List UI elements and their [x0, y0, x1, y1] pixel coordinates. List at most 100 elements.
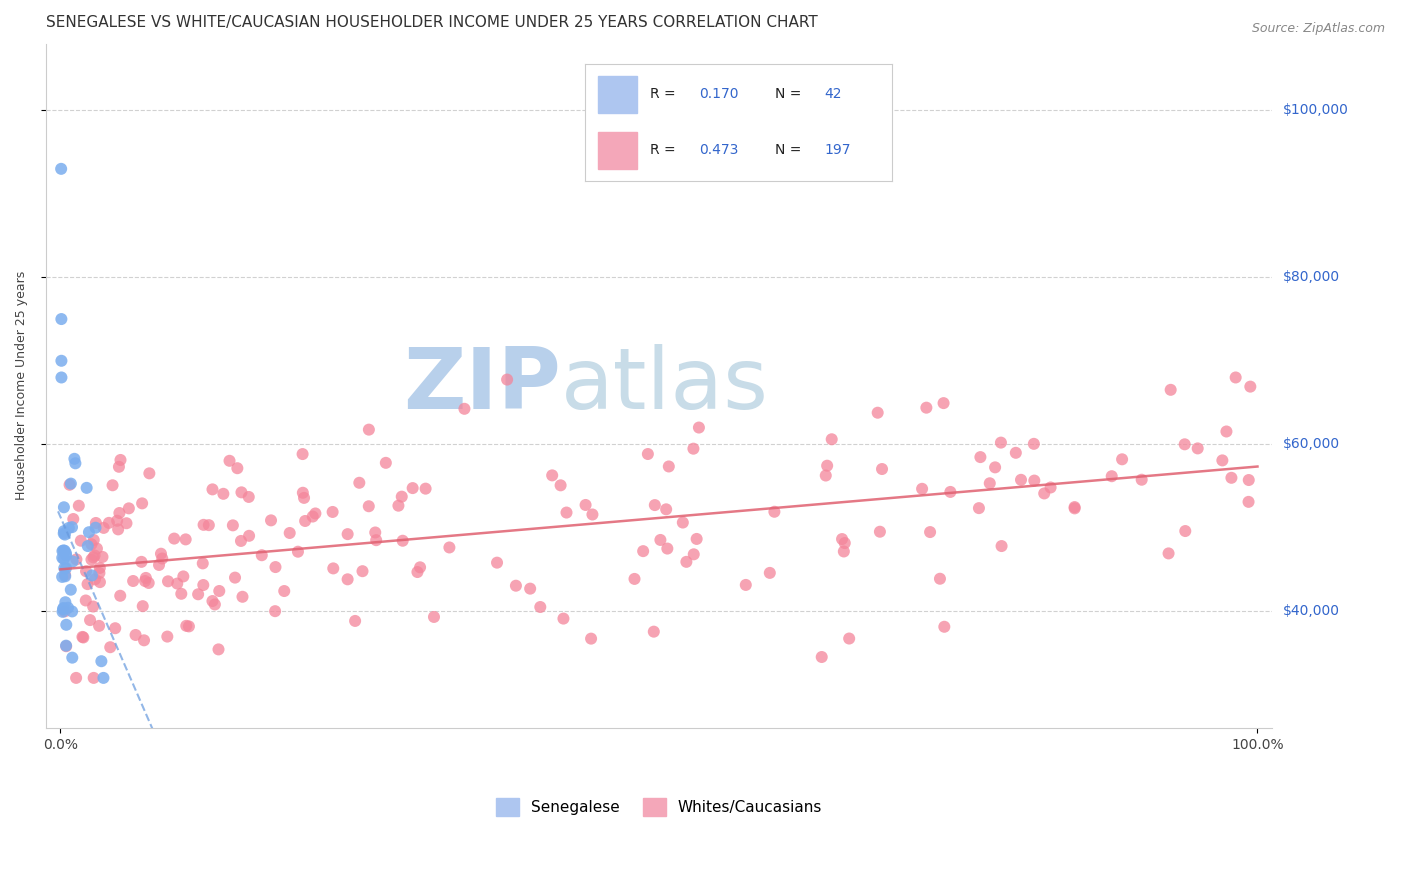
Point	[51, 312, 73, 326]
Point	[1220, 471, 1243, 485]
Point	[229, 533, 252, 548]
Point	[60, 520, 83, 534]
Point	[1215, 425, 1237, 439]
Point	[75, 593, 97, 607]
Point	[574, 498, 596, 512]
Point	[264, 560, 287, 574]
Point	[53, 561, 76, 575]
Point	[58, 477, 80, 491]
Point	[58, 521, 80, 535]
Point	[364, 525, 387, 540]
Point	[688, 420, 710, 434]
Point	[207, 642, 229, 657]
Point	[1010, 473, 1032, 487]
Point	[231, 485, 253, 500]
Point	[83, 671, 105, 685]
Point	[1160, 383, 1182, 397]
Point	[631, 544, 654, 558]
Point	[72, 630, 94, 644]
Point	[406, 565, 429, 579]
Point	[198, 518, 221, 533]
Point	[344, 614, 367, 628]
Point	[967, 501, 990, 516]
Point	[911, 482, 934, 496]
Point	[579, 632, 602, 646]
Point	[529, 600, 551, 615]
Point	[201, 483, 224, 497]
Point	[70, 533, 93, 548]
Point	[49, 161, 72, 176]
Point	[939, 484, 962, 499]
Point	[84, 572, 107, 586]
Point	[55, 549, 77, 563]
Point	[291, 485, 314, 500]
Point	[1022, 437, 1045, 451]
Point	[115, 516, 138, 531]
Text: $80,000: $80,000	[1282, 270, 1340, 285]
Point	[650, 533, 672, 547]
Point	[682, 547, 704, 561]
Point	[294, 514, 316, 528]
Point	[869, 524, 891, 539]
Point	[366, 533, 388, 548]
Point	[97, 516, 120, 530]
Point	[79, 613, 101, 627]
Point	[238, 490, 260, 504]
Point	[644, 498, 666, 512]
Point	[1004, 446, 1026, 460]
Point	[984, 460, 1007, 475]
Point	[208, 584, 231, 599]
Point	[505, 579, 527, 593]
Point	[990, 435, 1012, 450]
Point	[224, 571, 246, 585]
Point	[439, 541, 461, 555]
Point	[832, 544, 855, 558]
Point	[260, 513, 283, 527]
Point	[76, 539, 98, 553]
Point	[1174, 524, 1197, 538]
Point	[132, 633, 155, 648]
Point	[870, 462, 893, 476]
Point	[52, 552, 75, 566]
Point	[55, 561, 77, 575]
Point	[810, 650, 832, 665]
Point	[357, 423, 380, 437]
Point	[148, 558, 170, 572]
Point	[1024, 474, 1046, 488]
Point	[1130, 473, 1153, 487]
Point	[969, 450, 991, 464]
Point	[815, 458, 838, 473]
Point	[53, 543, 76, 558]
Point	[52, 602, 75, 616]
Point	[238, 529, 260, 543]
Point	[65, 456, 87, 470]
Point	[80, 568, 103, 582]
Point	[193, 517, 215, 532]
Point	[1033, 486, 1056, 500]
Point	[1101, 469, 1123, 483]
Point	[979, 476, 1001, 491]
Point	[51, 370, 73, 384]
Point	[80, 537, 103, 551]
Point	[76, 577, 98, 591]
Point	[682, 442, 704, 456]
Point	[374, 456, 396, 470]
Point	[62, 554, 84, 568]
Point	[89, 566, 111, 580]
Point	[278, 526, 301, 541]
Point	[519, 582, 541, 596]
Point	[763, 505, 786, 519]
Point	[84, 516, 107, 530]
Point	[553, 611, 575, 625]
Point	[122, 574, 145, 588]
Point	[336, 527, 359, 541]
Point	[1237, 495, 1260, 509]
Point	[150, 551, 173, 566]
Point	[53, 524, 76, 538]
Point	[623, 572, 645, 586]
Text: $100,000: $100,000	[1282, 103, 1348, 118]
Point	[118, 501, 141, 516]
Point	[62, 512, 84, 526]
Text: $60,000: $60,000	[1282, 437, 1340, 451]
Point	[55, 617, 77, 632]
